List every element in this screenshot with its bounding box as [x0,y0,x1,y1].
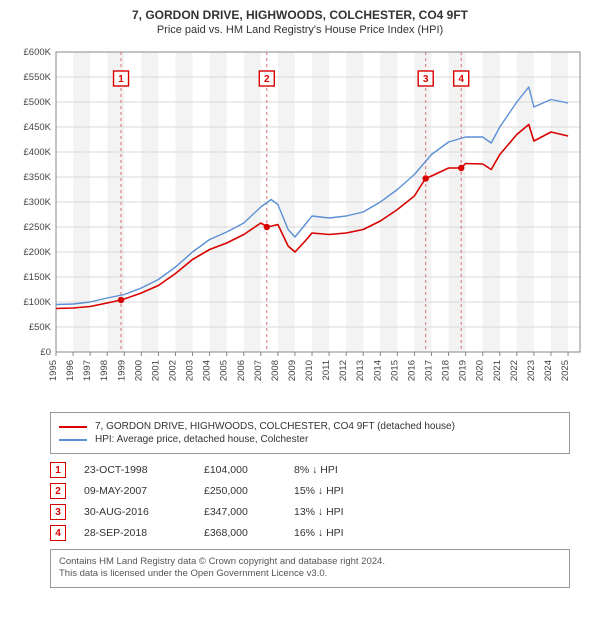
svg-text:1998: 1998 [99,360,110,381]
svg-text:2008: 2008 [270,360,281,381]
svg-text:1995: 1995 [48,360,59,381]
sale-price-3: £368,000 [204,527,294,539]
svg-text:1996: 1996 [65,360,76,381]
svg-text:2010: 2010 [304,360,315,381]
sale-row-1: 2 09-MAY-2007 £250,000 15% ↓ HPI [50,483,570,499]
sale-date-3: 28-SEP-2018 [84,527,204,539]
svg-text:£50K: £50K [29,322,52,333]
svg-text:2: 2 [264,74,270,85]
svg-text:1999: 1999 [116,360,127,381]
svg-text:£150K: £150K [24,272,52,283]
svg-text:2017: 2017 [424,360,435,381]
svg-text:3: 3 [423,74,429,85]
svg-text:2005: 2005 [219,360,230,381]
sale-price-1: £250,000 [204,485,294,497]
sale-diff-3: 16% ↓ HPI [294,527,394,539]
svg-text:£400K: £400K [24,147,52,158]
chart-svg: £0 £50K £100K £150K £200K £250K £300K £350K £400… [10,42,590,402]
svg-text:£500K: £500K [24,97,52,108]
sales-table: 1 23-OCT-1998 £104,000 8% ↓ HPI 2 09-MAY… [50,462,570,541]
sale-diff-2: 13% ↓ HPI [294,506,394,518]
svg-text:2013: 2013 [355,360,366,381]
sale-num-2: 3 [50,504,66,520]
svg-text:2015: 2015 [389,360,400,381]
svg-text:£100K: £100K [24,297,52,308]
svg-text:£350K: £350K [24,172,52,183]
svg-text:£250K: £250K [24,222,52,233]
svg-text:£200K: £200K [24,247,52,258]
footer-line1: Contains HM Land Registry data © Crown c… [59,556,561,568]
sale-price-0: £104,000 [204,464,294,476]
sale-num-0: 1 [50,462,66,478]
svg-text:2022: 2022 [509,360,520,381]
footer-line2: This data is licensed under the Open Gov… [59,568,561,580]
svg-text:2006: 2006 [236,360,247,381]
svg-text:1997: 1997 [82,360,93,381]
svg-text:£550K: £550K [24,72,52,83]
svg-text:2018: 2018 [441,360,452,381]
sale-date-0: 23-OCT-1998 [84,464,204,476]
title-line1: 7, GORDON DRIVE, HIGHWOODS, COLCHESTER, … [10,8,590,22]
legend-row-1: HPI: Average price, detached house, Colc… [59,434,561,445]
svg-text:1: 1 [118,74,124,85]
sale-price-2: £347,000 [204,506,294,518]
svg-text:2002: 2002 [167,360,178,381]
svg-text:2025: 2025 [560,360,571,381]
sale-diff-1: 15% ↓ HPI [294,485,394,497]
legend-label-1: HPI: Average price, detached house, Colc… [95,434,308,445]
svg-text:2009: 2009 [287,360,298,381]
svg-text:2000: 2000 [133,360,144,381]
svg-text:2016: 2016 [406,360,417,381]
svg-text:2019: 2019 [458,360,469,381]
svg-text:2003: 2003 [185,360,196,381]
sale-num-1: 2 [50,483,66,499]
svg-text:£0: £0 [40,347,51,358]
sale-num-3: 4 [50,525,66,541]
svg-text:2023: 2023 [526,360,537,381]
legend: 7, GORDON DRIVE, HIGHWOODS, COLCHESTER, … [50,412,570,454]
sale-row-2: 3 30-AUG-2016 £347,000 13% ↓ HPI [50,504,570,520]
chart: £0 £50K £100K £150K £200K £250K £300K £350K £400… [10,42,590,402]
svg-text:2007: 2007 [253,360,264,381]
title-block: 7, GORDON DRIVE, HIGHWOODS, COLCHESTER, … [10,8,590,36]
title-line2: Price paid vs. HM Land Registry's House … [10,24,590,36]
footer: Contains HM Land Registry data © Crown c… [50,549,570,588]
sale-row-0: 1 23-OCT-1998 £104,000 8% ↓ HPI [50,462,570,478]
sale-date-2: 30-AUG-2016 [84,506,204,518]
legend-label-0: 7, GORDON DRIVE, HIGHWOODS, COLCHESTER, … [95,421,455,432]
svg-text:£450K: £450K [24,122,52,133]
svg-text:4: 4 [458,74,464,85]
svg-text:2021: 2021 [492,360,503,381]
svg-text:£300K: £300K [24,197,52,208]
legend-row-0: 7, GORDON DRIVE, HIGHWOODS, COLCHESTER, … [59,421,561,432]
legend-swatch-1 [59,439,87,441]
svg-text:2004: 2004 [202,360,213,381]
svg-text:2014: 2014 [372,360,383,381]
root: 7, GORDON DRIVE, HIGHWOODS, COLCHESTER, … [0,0,600,600]
sale-row-3: 4 28-SEP-2018 £368,000 16% ↓ HPI [50,525,570,541]
svg-text:2020: 2020 [475,360,486,381]
svg-text:2001: 2001 [150,360,161,381]
svg-text:2024: 2024 [543,360,554,381]
svg-text:2011: 2011 [321,360,332,380]
sale-diff-0: 8% ↓ HPI [294,464,394,476]
sale-date-1: 09-MAY-2007 [84,485,204,497]
legend-swatch-0 [59,426,87,428]
svg-text:2012: 2012 [338,360,349,381]
svg-text:£600K: £600K [24,47,52,58]
